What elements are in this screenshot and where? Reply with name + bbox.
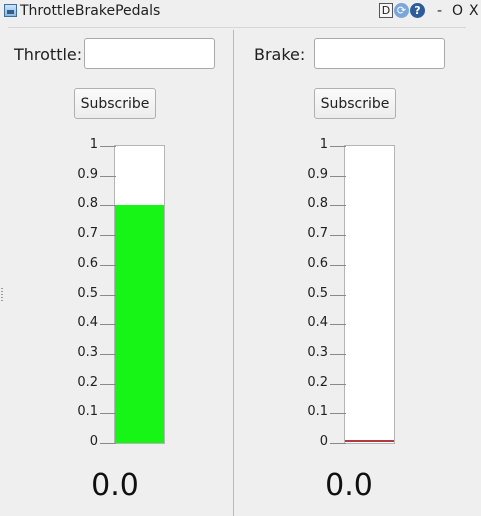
brake-gauge-tick-label: 0.6 bbox=[307, 256, 328, 271]
throttle-value: 0.0 bbox=[91, 468, 139, 503]
brake-gauge-tick bbox=[330, 205, 346, 206]
throttle-gauge-tick bbox=[100, 324, 116, 325]
throttle-label: Throttle: bbox=[14, 45, 83, 64]
throttle-gauge-tick-label: 0 bbox=[89, 434, 98, 449]
app-icon bbox=[4, 4, 17, 17]
throttle-gauge-tick bbox=[100, 354, 116, 355]
throttle-gauge-tick bbox=[100, 384, 116, 385]
throttle-gauge-tick bbox=[100, 235, 116, 236]
brake-gauge-tick-label: 1 bbox=[319, 137, 328, 152]
throttle-gauge-tick-label: 0.6 bbox=[77, 256, 98, 271]
throttle-gauge-tick-label: 0.7 bbox=[77, 226, 98, 241]
throttle-gauge-tick-label: 0.1 bbox=[77, 404, 98, 419]
throttle-gauge-tick bbox=[100, 176, 116, 177]
maximize-button[interactable]: O bbox=[452, 3, 464, 19]
title-bar: ThrottleBrakePedals D ⟳ ? - O X bbox=[0, 0, 481, 24]
panel-divider bbox=[233, 30, 234, 516]
throttle-subscribe-button[interactable]: Subscribe bbox=[74, 88, 156, 119]
brake-gauge-tick bbox=[330, 295, 346, 296]
brake-gauge-tick bbox=[330, 354, 346, 355]
brake-gauge-tick-label: 0.5 bbox=[307, 286, 328, 301]
brake-gauge-tick-label: 0 bbox=[319, 434, 328, 449]
brake-gauge-tick-label: 0.2 bbox=[307, 375, 328, 390]
brake-panel: Brake: Subscribe 0 0.1 0.2 0.3 0.4 0.5 0.6 0.7 0… bbox=[234, 30, 467, 516]
throttle-gauge-fill bbox=[115, 205, 164, 443]
brake-gauge-tick-label: 0.8 bbox=[307, 196, 328, 211]
throttle-gauge-tick bbox=[100, 413, 116, 414]
brake-gauge-tube bbox=[344, 145, 395, 444]
help-icon[interactable]: ? bbox=[410, 3, 425, 18]
throttle-gauge-tick bbox=[100, 146, 116, 147]
throttle-gauge: 0 0.1 0.2 0.3 0.4 0.5 0.6 0.7 0.8 0.9 1 bbox=[70, 137, 170, 450]
brake-gauge: 0 0.1 0.2 0.3 0.4 0.5 0.6 0.7 0.8 0.9 1 bbox=[300, 137, 400, 450]
brake-subscribe-button[interactable]: Subscribe bbox=[314, 88, 396, 119]
brake-gauge-tick-label: 0.4 bbox=[307, 315, 328, 330]
close-button[interactable]: X bbox=[469, 3, 479, 19]
throttle-gauge-tick-label: 0.9 bbox=[77, 167, 98, 182]
brake-label: Brake: bbox=[254, 45, 306, 64]
brake-gauge-tick-label: 0.3 bbox=[307, 345, 328, 360]
throttle-gauge-tick-label: 0.5 bbox=[77, 286, 98, 301]
brake-gauge-tick bbox=[330, 146, 346, 147]
throttle-panel: Throttle: Subscribe 0 0.1 0.2 0.3 0.4 0.5 0.6 0… bbox=[0, 30, 233, 516]
throttle-gauge-tick-label: 0.2 bbox=[77, 375, 98, 390]
throttle-gauge-tick bbox=[100, 205, 116, 206]
brake-gauge-tick bbox=[330, 324, 346, 325]
minimize-button[interactable]: - bbox=[437, 3, 443, 19]
throttle-gauge-tick-label: 0.4 bbox=[77, 315, 98, 330]
brake-gauge-tick-label: 0.1 bbox=[307, 404, 328, 419]
throttle-gauge-tick-label: 0.3 bbox=[77, 345, 98, 360]
throttle-gauge-tick bbox=[100, 265, 116, 266]
throttle-input[interactable] bbox=[84, 38, 215, 69]
brake-gauge-tick bbox=[330, 176, 346, 177]
brake-gauge-tick-label: 0.9 bbox=[307, 167, 328, 182]
d-button[interactable]: D bbox=[379, 3, 393, 18]
throttle-gauge-tick bbox=[100, 443, 116, 444]
throttle-gauge-tube bbox=[114, 145, 165, 444]
brake-gauge-baseline bbox=[345, 440, 394, 442]
brake-gauge-tick bbox=[330, 384, 346, 385]
brake-gauge-tick bbox=[330, 265, 346, 266]
throttle-gauge-tick-label: 1 bbox=[89, 137, 98, 152]
brake-gauge-tick bbox=[330, 443, 346, 444]
resize-grip[interactable] bbox=[1, 288, 3, 302]
throttle-gauge-tick bbox=[100, 295, 116, 296]
brake-gauge-tick bbox=[330, 413, 346, 414]
throttle-gauge-tick-label: 0.8 bbox=[77, 196, 98, 211]
brake-value: 0.0 bbox=[325, 468, 373, 503]
window-title: ThrottleBrakePedals bbox=[20, 3, 161, 19]
brake-gauge-tick bbox=[330, 235, 346, 236]
title-separator bbox=[8, 27, 466, 28]
brake-input[interactable] bbox=[314, 38, 445, 69]
refresh-icon[interactable]: ⟳ bbox=[394, 3, 409, 18]
brake-gauge-tick-label: 0.7 bbox=[307, 226, 328, 241]
